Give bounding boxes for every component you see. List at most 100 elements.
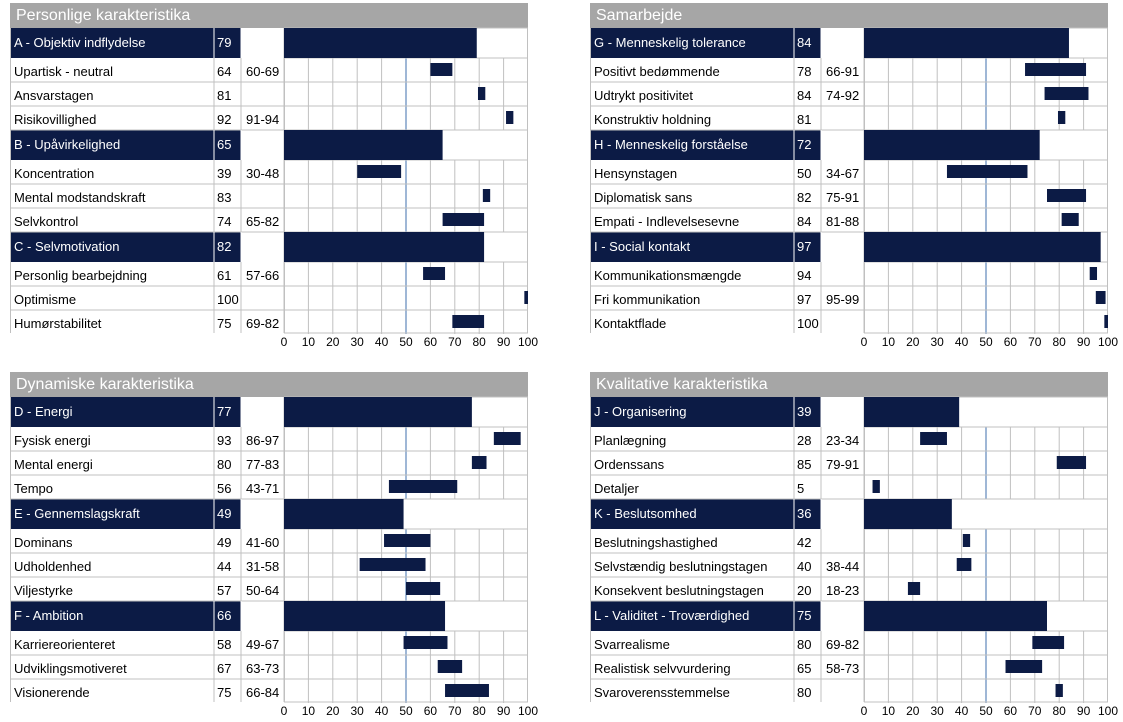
x-tick-label: 10 [881, 335, 896, 349]
item-row: Ordenssans 85 79-91 [590, 451, 1108, 475]
range-value [821, 262, 864, 286]
x-tick-label: 0 [280, 335, 288, 349]
x-tick-label: 80 [472, 335, 486, 349]
x-axis: 0 10 20 30 40 50 60 70 80 90 100 [860, 335, 1118, 351]
score-value: 100 [214, 286, 241, 310]
item-bar [493, 432, 521, 445]
x-tick-label: 0 [860, 335, 868, 349]
item-label: Fysisk energi [10, 427, 214, 451]
item-label: Udholdenhed [10, 553, 214, 577]
x-tick-label: 100 [517, 335, 539, 349]
score-value: 5 [794, 475, 821, 499]
range-value [821, 529, 864, 553]
item-label: Svarrealisme [590, 631, 794, 655]
range-blank [821, 397, 864, 427]
item-label: Realistisk selvvurdering [590, 655, 794, 679]
range-value: 69-82 [241, 310, 284, 334]
range-value: 60-69 [241, 58, 284, 82]
item-label: Personlig bearbejdning [10, 262, 214, 286]
score-value: 100 [794, 310, 821, 334]
group-label: L - Validitet - Troværdighed [590, 601, 794, 631]
range-value: 66-91 [821, 58, 864, 82]
item-bar [1104, 315, 1108, 328]
score-value: 39 [794, 397, 821, 427]
item-label: Upartisk - neutral [10, 58, 214, 82]
x-tick-label: 50 [399, 335, 413, 349]
item-bar [907, 582, 921, 595]
item-label: Tempo [10, 475, 214, 499]
x-tick-label: 10 [301, 704, 316, 718]
score-value: 85 [794, 451, 821, 475]
range-value: 95-99 [821, 286, 864, 310]
score-value: 57 [214, 577, 241, 601]
range-blank [821, 601, 864, 631]
range-value [241, 184, 284, 208]
score-value: 40 [794, 553, 821, 577]
score-value: 83 [214, 184, 241, 208]
bar-chart-svg [284, 396, 528, 703]
x-axis: 0 10 20 30 40 50 60 70 80 90 100 [280, 335, 538, 351]
item-row: Udholdenhed 44 31-58 [10, 553, 528, 577]
item-label: Udtrykt positivitet [590, 82, 794, 106]
group-bar [864, 397, 960, 427]
x-tick-label: 70 [448, 335, 462, 349]
item-bar [423, 267, 446, 280]
group-label: K - Beslutsomhed [590, 499, 794, 529]
item-label: Planlægning [590, 427, 794, 451]
item-row: Kontaktflade 100 [590, 310, 1108, 334]
x-tick-label: 70 [1028, 335, 1042, 349]
item-label: Kommunikationsmængde [590, 262, 794, 286]
item-label: Konsekvent beslutningstagen [590, 577, 794, 601]
item-bar [482, 189, 491, 202]
item-label: Kontaktflade [590, 310, 794, 334]
item-bar [872, 480, 880, 493]
item-label: Mental modstandskraft [10, 184, 214, 208]
x-axis: 0 10 20 30 40 50 60 70 80 90 100 [861, 704, 1118, 720]
x-tick-label: 90 [1076, 704, 1091, 718]
group-bar [864, 601, 1047, 631]
score-value: 67 [214, 655, 241, 679]
x-axis: 0 10 20 30 40 50 60 70 80 90 100 [281, 704, 538, 720]
range-blank [821, 232, 864, 262]
x-tick-label: 90 [1076, 335, 1091, 349]
score-value: 80 [794, 679, 821, 703]
x-tick-label: 10 [301, 335, 316, 349]
item-bar [1056, 456, 1087, 469]
bar-grid [284, 27, 528, 334]
x-tick-label: 50 [979, 704, 993, 718]
range-blank [821, 130, 864, 160]
score-value: 84 [794, 208, 821, 232]
group-row: B - Upåvirkelighed 65 [10, 130, 528, 160]
item-label: Ansvarstagen [10, 82, 214, 106]
range-blank [241, 499, 284, 529]
range-value: 66-84 [241, 679, 284, 703]
group-label: I - Social kontakt [590, 232, 794, 262]
item-row: Selvkontrol 74 65-82 [10, 208, 528, 232]
item-row: Tempo 56 43-71 [10, 475, 528, 499]
item-row: Udtrykt positivitet 84 74-92 [590, 82, 1108, 106]
item-bar [357, 165, 402, 178]
item-row: Visionerende 75 66-84 [10, 679, 528, 703]
range-value [821, 106, 864, 130]
item-label: Humørstabilitet [10, 310, 214, 334]
item-bar [1025, 63, 1087, 76]
score-value: 65 [214, 130, 241, 160]
range-value [821, 679, 864, 703]
item-bar [403, 636, 448, 649]
group-bar [284, 499, 404, 529]
range-blank [821, 499, 864, 529]
item-row: Risikovillighed 92 91-94 [10, 106, 528, 130]
score-value: 81 [214, 82, 241, 106]
group-label: A - Objektiv indflydelse [10, 28, 214, 58]
range-value: 50-64 [241, 577, 284, 601]
item-bar [1061, 213, 1079, 226]
item-row: Konstruktiv holdning 81 [590, 106, 1108, 130]
range-value: 57-66 [241, 262, 284, 286]
panel-title: Samarbejde [590, 3, 1108, 28]
item-row: Upartisk - neutral 64 60-69 [10, 58, 528, 82]
item-row: Udviklingsmotiveret 67 63-73 [10, 655, 528, 679]
item-bar [962, 534, 971, 547]
item-row: Svarrealisme 80 69-82 [590, 631, 1108, 655]
item-bar [437, 660, 463, 673]
score-value: 78 [794, 58, 821, 82]
